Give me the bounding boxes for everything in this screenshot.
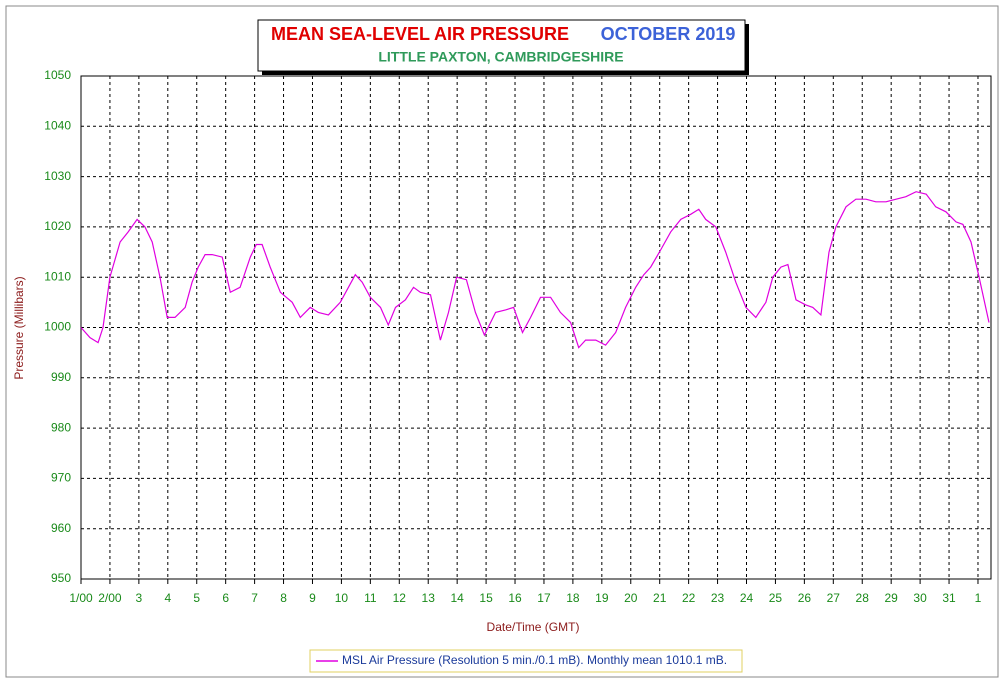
y-tick-label: 980 — [51, 420, 71, 434]
x-tick-label: 8 — [280, 591, 287, 605]
x-tick-label: 12 — [393, 591, 407, 605]
x-tick-label: 3 — [136, 591, 143, 605]
x-tick-label: 19 — [595, 591, 609, 605]
y-tick-label: 1030 — [44, 169, 71, 183]
x-tick-label: 14 — [450, 591, 464, 605]
chart-subtitle: LITTLE PAXTON, CAMBRIDGESHIRE — [378, 49, 623, 65]
chart-title-period: OCTOBER 2019 — [601, 24, 736, 44]
x-tick-label: 25 — [769, 591, 783, 605]
x-tick-label: 7 — [251, 591, 258, 605]
x-tick-label: 6 — [222, 591, 229, 605]
x-tick-label: 9 — [309, 591, 316, 605]
y-tick-label: 1000 — [44, 320, 71, 334]
x-tick-label: 1/00 — [69, 591, 93, 605]
x-tick-label: 17 — [537, 591, 551, 605]
legend-label: MSL Air Pressure (Resolution 5 min./0.1 … — [342, 653, 727, 667]
x-tick-label: 27 — [827, 591, 841, 605]
title-box — [257, 19, 746, 72]
y-tick-label: 1020 — [44, 219, 71, 233]
x-tick-label: 20 — [624, 591, 638, 605]
x-tick-label: 2/00 — [98, 591, 122, 605]
x-tick-label: 23 — [711, 591, 725, 605]
x-tick-label: 21 — [653, 591, 667, 605]
x-tick-label: 16 — [508, 591, 522, 605]
x-tick-label: 24 — [740, 591, 754, 605]
x-tick-label: 18 — [566, 591, 580, 605]
y-tick-label: 1040 — [44, 118, 71, 132]
x-tick-label: 28 — [856, 591, 870, 605]
legend-box — [309, 649, 743, 673]
x-tick-label: 4 — [164, 591, 171, 605]
x-tick-label: 29 — [884, 591, 898, 605]
x-tick-label: 13 — [422, 591, 436, 605]
x-tick-label: 26 — [798, 591, 812, 605]
x-tick-label: 11 — [364, 591, 377, 605]
x-tick-label: 31 — [942, 591, 956, 605]
chart-title: MEAN SEA-LEVEL AIR PRESSURE — [271, 24, 569, 44]
y-axis-label: Pressure (Millibars) — [12, 276, 26, 379]
x-tick-label: 10 — [335, 591, 349, 605]
plot-area — [80, 75, 992, 580]
y-tick-label: 1050 — [44, 68, 71, 82]
x-tick-label: 1 — [975, 591, 982, 605]
x-tick-label: 30 — [913, 591, 927, 605]
x-tick-label: 15 — [479, 591, 493, 605]
y-tick-label: 950 — [51, 571, 71, 585]
x-tick-label: 22 — [682, 591, 696, 605]
x-axis-label: Date/Time (GMT) — [487, 620, 580, 634]
y-tick-label: 970 — [51, 471, 71, 485]
y-tick-label: 1010 — [44, 269, 71, 283]
x-tick-label: 5 — [193, 591, 200, 605]
line-series — [80, 191, 990, 349]
y-tick-label: 960 — [51, 521, 71, 535]
y-tick-label: 990 — [51, 370, 71, 384]
